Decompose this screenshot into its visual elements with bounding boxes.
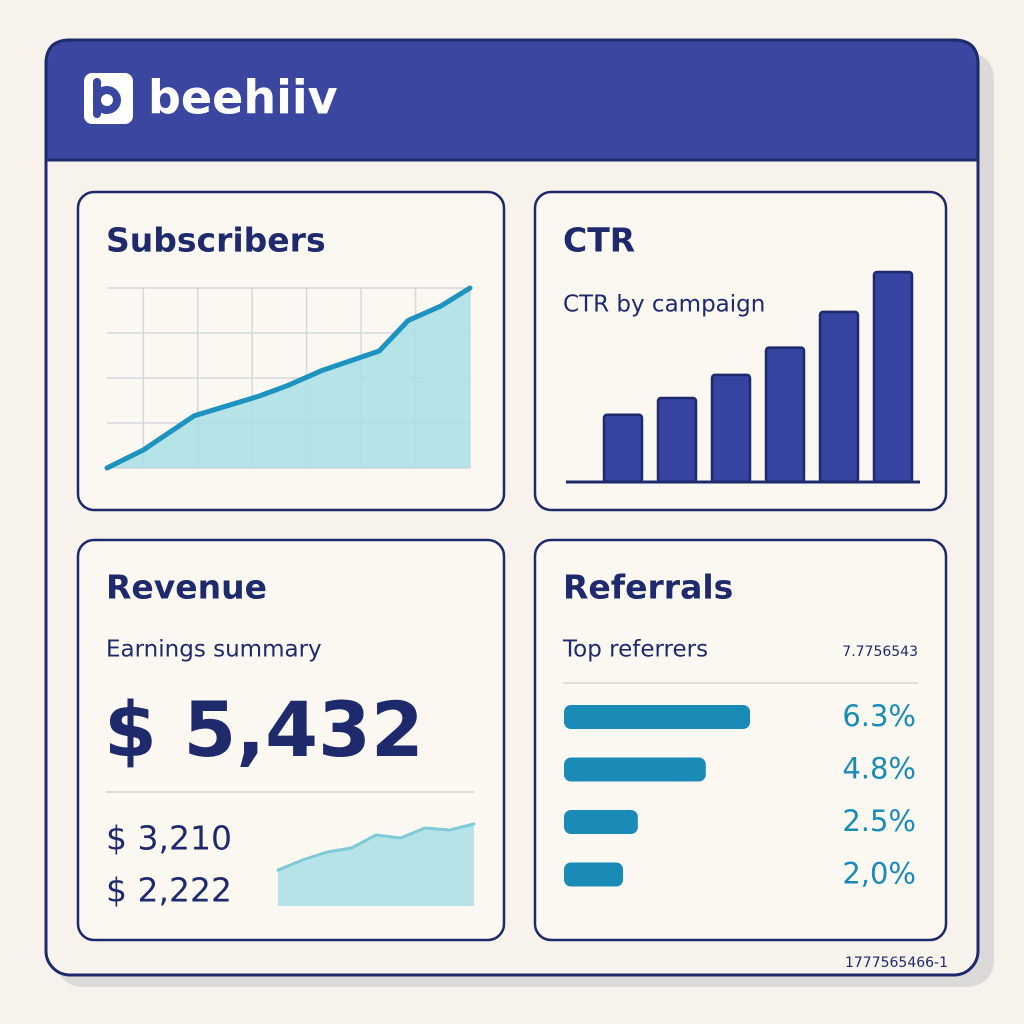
bar <box>564 810 638 834</box>
card-title: CTR <box>563 221 635 260</box>
bar <box>564 757 706 782</box>
bar <box>710 373 752 484</box>
bar <box>818 310 860 484</box>
brand: beehiiv <box>148 71 338 125</box>
card-subtitle: Earnings summary <box>106 637 322 663</box>
card-subtitle: CTR by campaign <box>563 292 765 318</box>
bar <box>656 396 698 484</box>
bar <box>564 862 624 887</box>
value-label: 4.8% <box>842 752 916 786</box>
area <box>107 288 470 468</box>
bar <box>564 705 751 729</box>
card-title: Subscribers <box>106 221 326 260</box>
line <box>104 285 473 471</box>
figure: $ 3,210 <box>106 819 232 858</box>
bar <box>602 413 644 484</box>
logo-glyph <box>93 78 121 118</box>
card-title: Revenue <box>106 568 267 607</box>
line <box>276 822 476 872</box>
card-subtitle: Top referrers <box>562 637 708 663</box>
bar <box>872 270 914 484</box>
bar <box>764 346 806 484</box>
annotation: 7.7756543 <box>842 644 918 660</box>
figure: $ 2,222 <box>106 871 232 910</box>
footer-id: 1777565466-1 <box>845 955 948 971</box>
value-label: 2.5% <box>842 804 916 838</box>
value-label: 6.3% <box>842 699 916 733</box>
area <box>278 824 474 906</box>
card-title: Referrals <box>563 568 733 607</box>
header-bar <box>44 38 980 162</box>
headline-value: $ 5,432 <box>104 685 424 774</box>
logo <box>84 73 133 124</box>
card <box>533 538 948 942</box>
value-label: 2,0% <box>842 857 916 891</box>
